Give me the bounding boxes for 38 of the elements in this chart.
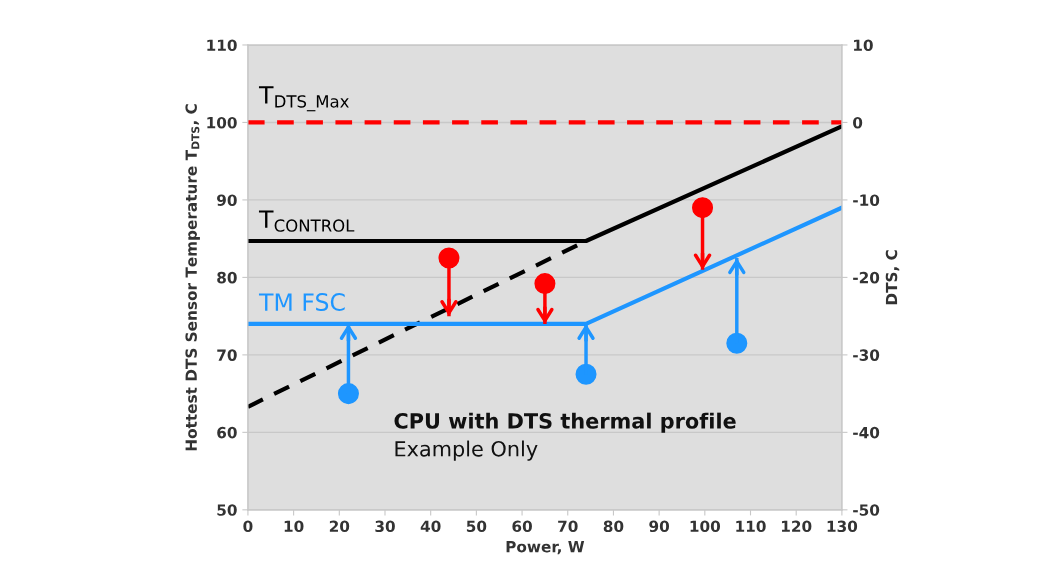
ref-line-label: T$_{DTS_Max}$ [258,86,349,112]
x-tick-label: 70 [558,520,578,533]
x-tick-label: 80 [603,520,624,533]
x-tick-label: 60 [512,520,532,533]
y-tick-label: 110 [207,39,237,51]
series-label: T$_{CONTROL}$ [258,210,355,232]
y-tick-label: 80 [217,271,237,284]
x-tick-label: 120 [781,520,812,533]
x-tick-label: 40 [420,520,441,533]
y-tick-label: 90 [217,194,237,206]
point [337,383,359,405]
x-tick-label: 50 [466,520,487,533]
y2-tick-label: -20 [853,271,880,284]
x-tick-label: 20 [329,520,350,533]
y2-tick-label: -30 [853,349,880,361]
y-tick-label: 70 [217,349,237,361]
y-tick-label: 50 [217,504,237,516]
y-axis-title: Hottest DTS Sensor Temperature T$_{DTS}$, C [185,104,200,451]
y2-tick-label: -10 [853,194,880,206]
x-tick-label: 10 [284,520,304,533]
y2-tick-label: -50 [853,504,880,516]
x-tick-label: 0 [243,520,253,533]
x-tick-label: 110 [736,520,766,533]
y-tick-label: 100 [207,116,237,129]
x-tick-label: 130 [827,520,858,533]
y-tick-label: 60 [217,426,237,439]
x-tick-label: 100 [690,520,721,533]
annotation: Example Only [395,440,538,461]
x-tick-label: 30 [375,520,395,533]
point [692,197,714,219]
y2-tick-label: 10 [854,39,873,51]
x-tick-label: 90 [649,520,670,533]
x-axis-title: Power, W [506,541,585,555]
annotation: CPU with DTS thermal profile [394,412,736,433]
y2-tick-label: 0 [853,116,863,129]
series-label: TM FSC [258,293,345,311]
y2-tick-label: -40 [853,426,880,439]
y2-axis-title: DTS, C [885,250,900,305]
